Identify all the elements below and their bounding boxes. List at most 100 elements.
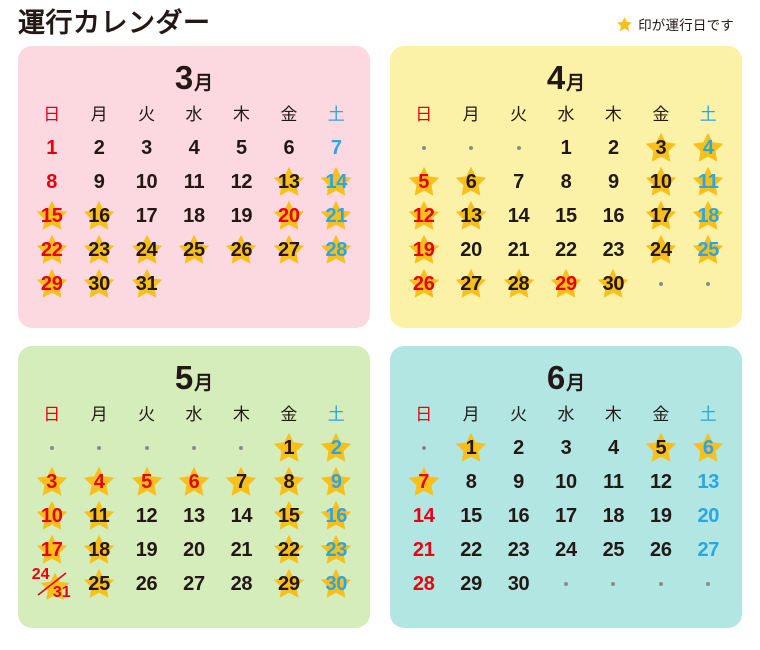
- week-row: 24 31 25 26 27 28 29 30: [28, 567, 360, 601]
- day-cell: 3: [542, 431, 589, 465]
- week-row: 3 4 5 6 7 8 9: [28, 465, 360, 499]
- week-row: 8 9 10 11 12 13 14: [28, 165, 360, 199]
- placeholder-dot-icon: [469, 146, 474, 150]
- day-number: 14: [412, 505, 435, 527]
- day-cell-operating: 29: [542, 267, 589, 301]
- weekday-header-2: 火: [138, 405, 156, 424]
- day-number: 6: [283, 137, 295, 159]
- day-number: 23: [325, 539, 348, 561]
- day-cell-operating: 24: [637, 233, 684, 267]
- day-cell-operating: 6: [170, 465, 217, 499]
- day-number: 23: [507, 539, 530, 561]
- day-number: 6: [465, 171, 477, 193]
- split-day-numbers: 24 31: [32, 567, 72, 601]
- day-number: 16: [602, 205, 625, 227]
- day-cell-placeholder: [685, 267, 732, 301]
- weekday-header-5: 金: [652, 405, 670, 424]
- day-number: 20: [697, 505, 720, 527]
- day-number: 26: [650, 539, 672, 561]
- placeholder-dot-icon: [563, 582, 568, 586]
- month-title-april: 4月: [400, 56, 732, 102]
- day-number: 5: [236, 137, 247, 159]
- day-number: 10: [135, 171, 158, 193]
- day-number: 27: [278, 239, 300, 261]
- split-day-bottom: 31: [52, 584, 71, 601]
- day-number: 15: [40, 205, 63, 227]
- day-number: 25: [183, 239, 205, 261]
- day-cell-operating: 22: [28, 233, 75, 267]
- day-cell: 27: [170, 567, 217, 601]
- day-number: 17: [40, 539, 63, 561]
- day-cell-placeholder: [495, 131, 542, 165]
- day-cell: 4: [170, 131, 217, 165]
- day-number: 16: [325, 505, 348, 527]
- placeholder-dot-icon: [144, 446, 149, 450]
- day-cell-placeholder: [218, 431, 265, 465]
- day-cell: 19: [123, 533, 170, 567]
- day-cell: 7: [313, 131, 360, 165]
- day-cell-operating: 7: [400, 465, 447, 499]
- day-number: 30: [602, 273, 625, 295]
- day-number: 12: [650, 471, 672, 493]
- day-cell-placeholder: [447, 131, 494, 165]
- day-cell: 29: [447, 567, 494, 601]
- week-row: 19 20 21 22 23 24 25: [400, 233, 732, 267]
- day-number: 9: [513, 471, 524, 493]
- day-number: 24: [555, 539, 577, 561]
- day-number: 20: [460, 239, 482, 261]
- month-suffix: 月: [566, 73, 586, 94]
- day-cell: 13: [170, 499, 217, 533]
- day-cell: 2: [75, 131, 122, 165]
- day-cell-placeholder: [28, 431, 75, 465]
- day-number: 7: [236, 471, 247, 493]
- day-number: 22: [40, 239, 63, 261]
- day-number: 29: [278, 573, 300, 595]
- day-cell-operating: 10: [28, 499, 75, 533]
- weekday-header-1: 月: [462, 405, 480, 424]
- day-cell-placeholder: [400, 431, 447, 465]
- day-number: 8: [465, 471, 477, 493]
- day-number: 28: [507, 273, 530, 295]
- day-number: 2: [93, 137, 105, 159]
- day-number: 17: [135, 205, 158, 227]
- day-number: 18: [88, 539, 110, 561]
- page-title: 運行カレンダー: [18, 8, 211, 38]
- weekday-header-0: 日: [415, 105, 433, 124]
- day-cell-operating: 24: [123, 233, 170, 267]
- week-row: 28 29 30: [400, 567, 732, 601]
- day-cell-operating: 18: [75, 533, 122, 567]
- day-cell-operating: 22: [265, 533, 312, 567]
- day-cell-operating: 5: [123, 465, 170, 499]
- day-cell-blank: [170, 267, 217, 301]
- weekday-header-1: 月: [462, 105, 480, 124]
- day-number: 18: [602, 505, 625, 527]
- month-number: 6: [546, 359, 566, 396]
- day-number: 19: [135, 539, 158, 561]
- day-cell-operating: 5: [637, 431, 684, 465]
- day-number: 2: [608, 137, 619, 159]
- week-row: 1 2 3 4 5 6: [400, 431, 732, 465]
- weekday-header-0: 日: [415, 405, 433, 424]
- day-number: 25: [88, 573, 110, 595]
- day-cell: 21: [495, 233, 542, 267]
- day-number: 3: [655, 137, 667, 159]
- day-number: 22: [555, 239, 577, 261]
- month-panel-march: 3月日月火水木金土 1 2 3 4 5 6 7 8 9 10 11 12 13 14 15 16 17 18 19 20…: [18, 46, 370, 328]
- day-number: 16: [507, 505, 530, 527]
- day-number: 29: [460, 573, 482, 595]
- day-cell: 28: [218, 567, 265, 601]
- day-cell-operating: 6: [685, 431, 732, 465]
- months-grid: 3月日月火水木金土 1 2 3 4 5 6 7 8 9 10 11 12 13 14 15 16 17 18 19 20…: [0, 46, 760, 628]
- placeholder-dot-icon: [706, 582, 711, 586]
- day-number: 1: [560, 137, 572, 159]
- day-number: 30: [507, 573, 530, 595]
- day-cell-operating: 16: [313, 499, 360, 533]
- day-number: 5: [655, 437, 667, 459]
- day-number: 29: [40, 273, 63, 295]
- day-number: 24: [135, 239, 158, 261]
- day-number: 12: [412, 205, 435, 227]
- day-cell: 3: [123, 131, 170, 165]
- day-number: 10: [40, 505, 63, 527]
- month-suffix: 月: [194, 73, 214, 94]
- day-number: 28: [230, 573, 253, 595]
